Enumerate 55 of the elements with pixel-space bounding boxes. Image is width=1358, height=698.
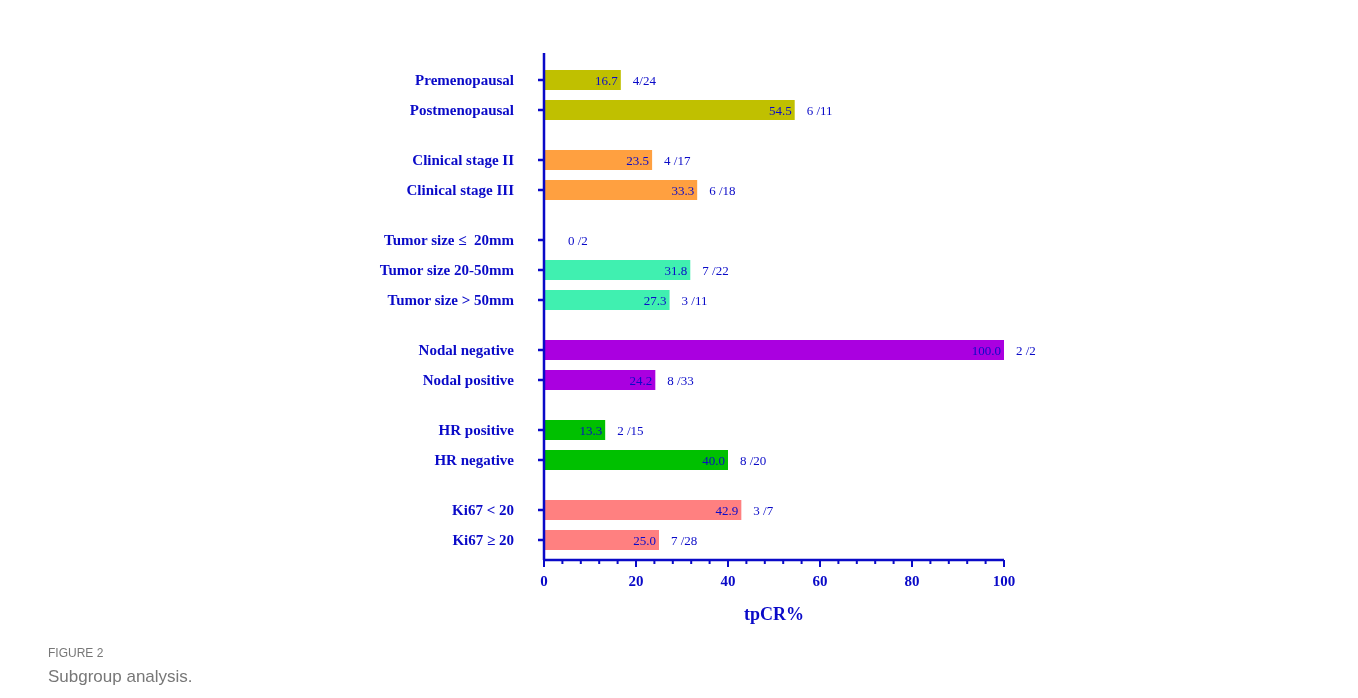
bar	[544, 530, 659, 550]
y-tick-label: Tumor size 20-50mm	[379, 262, 515, 278]
data-label: 100.0	[971, 343, 1001, 358]
x-tick-label: 40	[720, 573, 736, 589]
text: FIGURE 2	[48, 646, 104, 660]
y-tick-label: HR negative	[434, 452, 515, 468]
y-tick-label: Tumor size ≤ 20mm	[384, 232, 515, 248]
x-tick-label: 60	[812, 573, 828, 589]
y-tick-label: Premenopausal	[415, 72, 514, 88]
annotation: 8 /33	[667, 373, 694, 388]
data-label: 16.7	[595, 73, 619, 88]
y-tick-label: HR positive	[438, 422, 515, 438]
y-tick-label: Nodal positive	[422, 372, 515, 388]
bar	[544, 450, 728, 470]
x-axis-title: tpCR%	[743, 604, 805, 624]
y-tick-label: Postmenopausal	[409, 102, 514, 118]
annotation: 2 /2	[1016, 343, 1036, 358]
bar	[544, 340, 1004, 360]
annotation: 7 /22	[702, 263, 729, 278]
annotation: 3 /7	[753, 503, 774, 518]
bar	[544, 100, 795, 120]
y-tick-label: Tumor size > 50mm	[387, 292, 515, 308]
data-label: 42.9	[715, 503, 739, 518]
annotation: 6 /18	[709, 183, 736, 198]
y-tick-label: Ki67 ≥ 20	[452, 532, 514, 548]
bar	[544, 370, 656, 390]
bar	[544, 70, 621, 90]
data-label: 31.8	[664, 263, 688, 278]
data-label: 13.3	[579, 423, 603, 438]
text: Subgroup analysis.	[48, 667, 193, 686]
x-tick-label: 80	[904, 573, 920, 589]
bar	[544, 180, 698, 200]
x-tick-label: 0	[540, 573, 548, 589]
data-label: 24.2	[629, 373, 653, 388]
x-tick-label: 100	[992, 573, 1016, 589]
y-tick-label: Clinical stage II	[412, 152, 515, 168]
data-label: 25.0	[633, 533, 656, 548]
annotation: 4 /17	[664, 153, 691, 168]
annotation: 8 /20	[740, 453, 767, 468]
data-label: 27.3	[643, 293, 667, 308]
bar	[544, 260, 691, 280]
annotation: 2 /15	[617, 423, 644, 438]
annotation: 6 /11	[806, 103, 833, 118]
y-tick-label: Clinical stage III	[406, 182, 515, 198]
data-label: 54.5	[768, 103, 792, 118]
data-label: 40.0	[702, 453, 725, 468]
data-label: 23.5	[626, 153, 650, 168]
y-tick-label: Ki67 < 20	[452, 502, 514, 518]
y-tick-label: Nodal negative	[418, 342, 515, 358]
annotation: 0 /2	[568, 233, 588, 248]
annotation: 3 /11	[681, 293, 708, 308]
data-label: 33.3	[671, 183, 695, 198]
annotation: 7 /28	[671, 533, 698, 548]
x-tick-label: 20	[628, 573, 644, 589]
annotation: 4/24	[632, 73, 657, 88]
